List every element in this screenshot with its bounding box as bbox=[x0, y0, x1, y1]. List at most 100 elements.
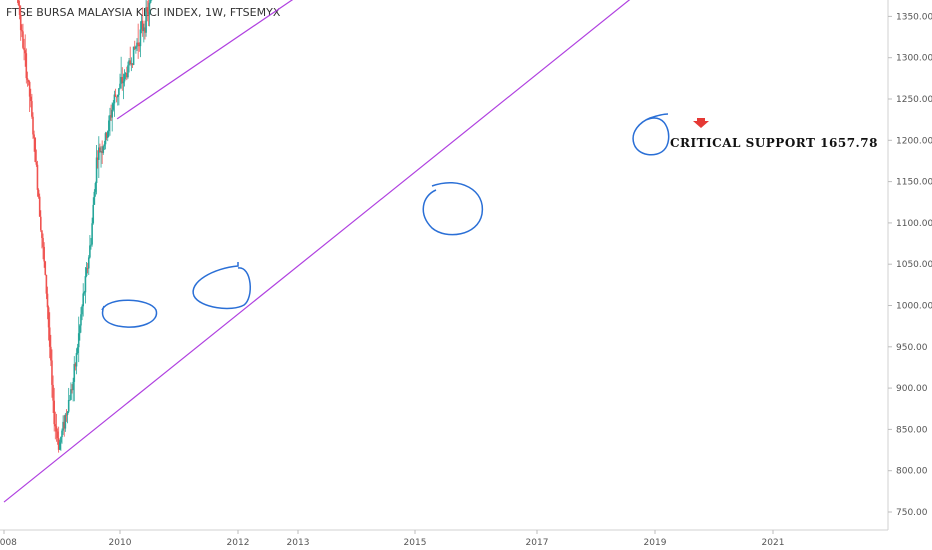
candle-body bbox=[130, 63, 133, 65]
candle-body bbox=[76, 347, 79, 354]
drawings-layer: CRITICAL SUPPORT 1657.78 bbox=[3, 0, 878, 503]
candle-body bbox=[85, 267, 88, 277]
candle-body bbox=[101, 151, 103, 153]
candle-body bbox=[139, 29, 142, 47]
circle-2010 bbox=[101, 299, 158, 328]
candle-body bbox=[32, 116, 34, 135]
candle-body bbox=[111, 109, 113, 118]
candle-body bbox=[73, 363, 76, 382]
x-tick-label: 2019 bbox=[644, 538, 667, 548]
candle-body bbox=[104, 133, 107, 145]
candle-body bbox=[137, 42, 139, 45]
candle-body bbox=[63, 421, 66, 429]
candle-body bbox=[18, 5, 21, 15]
candle-body bbox=[112, 103, 115, 110]
candle-body bbox=[50, 346, 52, 361]
candle-body bbox=[67, 400, 70, 412]
plot-area bbox=[16, 0, 153, 453]
candle-body bbox=[135, 46, 137, 49]
candle-body bbox=[109, 115, 111, 121]
candle-body bbox=[103, 144, 106, 147]
critical-support-note: CRITICAL SUPPORT 1657.78 bbox=[670, 136, 878, 150]
candle-body bbox=[149, 0, 152, 3]
y-tick-label: 950.00 bbox=[896, 343, 928, 353]
candle-body bbox=[99, 147, 101, 153]
candle-body bbox=[74, 363, 77, 367]
candle-body bbox=[121, 77, 124, 84]
candle-body bbox=[145, 7, 147, 33]
x-tick-label: 2021 bbox=[762, 538, 785, 548]
candle-body bbox=[33, 134, 35, 138]
candle-body bbox=[36, 164, 39, 190]
candle-body bbox=[110, 115, 112, 118]
candle-body bbox=[61, 430, 63, 438]
candle-body bbox=[133, 46, 136, 49]
candle-body bbox=[83, 292, 86, 294]
y-tick-label: 800.00 bbox=[896, 467, 928, 477]
y-tick-label: 1200.00 bbox=[896, 136, 932, 146]
candle-body bbox=[89, 245, 91, 258]
candle-body bbox=[65, 414, 68, 416]
circle-2012 bbox=[192, 262, 251, 310]
trendline[interactable] bbox=[3, 0, 676, 503]
candle-body bbox=[100, 151, 102, 153]
candle-body bbox=[147, 11, 150, 15]
y-tick-label: 1050.00 bbox=[896, 260, 932, 270]
candle-body bbox=[138, 44, 141, 47]
candle-body bbox=[70, 389, 72, 400]
candle-body bbox=[113, 94, 116, 104]
candle-body bbox=[41, 230, 43, 238]
trendline[interactable] bbox=[116, 0, 687, 120]
circle-2015 bbox=[422, 182, 484, 236]
candle-body bbox=[129, 60, 132, 65]
candle-body bbox=[24, 50, 26, 54]
candle-body bbox=[108, 120, 110, 132]
candle-body bbox=[77, 333, 80, 348]
candle-body bbox=[53, 400, 55, 425]
candle-body bbox=[29, 96, 32, 102]
candle-body bbox=[128, 60, 130, 66]
candle-body bbox=[105, 133, 108, 138]
candle-body bbox=[131, 63, 134, 65]
candle-body bbox=[69, 399, 71, 401]
x-tick-label: 2017 bbox=[526, 538, 549, 548]
candle-body bbox=[45, 274, 48, 294]
candle-body bbox=[94, 183, 97, 192]
candle-body bbox=[46, 293, 49, 308]
candle-body bbox=[106, 131, 109, 138]
candle-body bbox=[90, 244, 92, 246]
candle-body bbox=[118, 88, 120, 95]
y-tick-label: 1100.00 bbox=[896, 219, 932, 229]
candle-body bbox=[127, 65, 129, 78]
y-tick-label: 900.00 bbox=[896, 384, 928, 394]
x-tick-label: 2013 bbox=[287, 538, 310, 548]
candle-body bbox=[141, 20, 144, 32]
candle-body bbox=[62, 421, 64, 431]
candle-body bbox=[26, 78, 29, 80]
candle-body bbox=[72, 381, 74, 391]
candle-body bbox=[66, 411, 69, 415]
candle-body bbox=[86, 267, 89, 269]
candle-body bbox=[102, 146, 105, 153]
x-tick-label: 2008 bbox=[0, 538, 17, 548]
y-tick-label: 1350.00 bbox=[896, 12, 932, 22]
candle-body bbox=[47, 307, 50, 328]
x-tick-label: 2010 bbox=[109, 538, 132, 548]
candle-body bbox=[31, 101, 33, 117]
candle-body bbox=[44, 261, 47, 275]
y-tick-label: 850.00 bbox=[896, 425, 928, 435]
candle-body bbox=[132, 46, 135, 65]
circle-2018 bbox=[632, 113, 670, 156]
candle-body bbox=[71, 389, 73, 391]
down-arrow-icon bbox=[693, 118, 709, 128]
candle-body bbox=[79, 325, 81, 334]
candle-body bbox=[34, 137, 37, 162]
candle-body bbox=[17, 0, 20, 6]
candle-body bbox=[27, 79, 30, 82]
candle-body bbox=[55, 426, 58, 432]
candle-body bbox=[56, 431, 59, 439]
candle-body bbox=[116, 94, 119, 97]
y-tick-label: 1300.00 bbox=[896, 54, 932, 64]
y-tick-label: 1150.00 bbox=[896, 178, 932, 188]
